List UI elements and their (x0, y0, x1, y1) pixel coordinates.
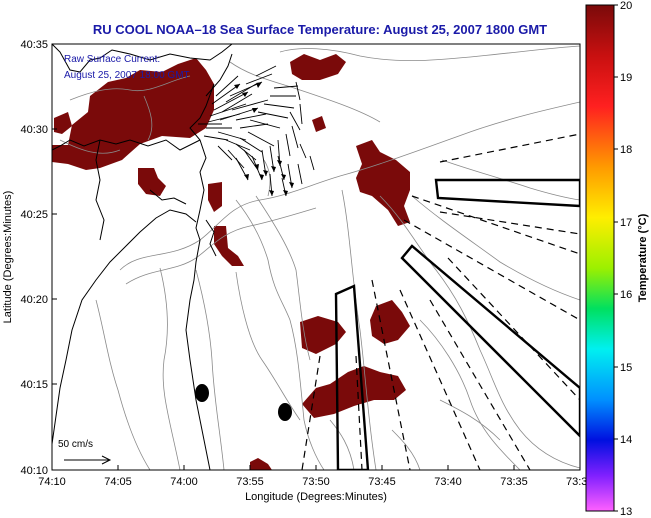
x-tick-label: 73:40 (434, 476, 462, 488)
sector-dashed-lines (301, 133, 580, 470)
x-axis-label: Longitude (Degrees:Minutes) (245, 491, 387, 503)
map-plot-area: 50 cm/s Raw Surface Current: August 25, … (52, 44, 580, 470)
colorbar-tick: 14 (620, 434, 632, 446)
coastline (52, 44, 233, 470)
x-tick-marks (51, 465, 515, 470)
sst-patches (52, 54, 410, 470)
station-dot-east (278, 403, 292, 421)
beam-polygons (334, 178, 580, 470)
colorbar-tick: 20 (620, 0, 632, 12)
colorbar-tick: 17 (620, 217, 632, 229)
x-tick-label: 73:50 (302, 476, 330, 488)
colorbar-tick: 15 (620, 362, 632, 374)
colorbar-tick: 18 (620, 144, 632, 156)
colorbar-label: Temperature (°C) (637, 213, 649, 302)
scale-label: 50 cm/s (58, 439, 93, 450)
x-tick-label: 73:35 (500, 476, 528, 488)
x-tick-label: 74:05 (104, 476, 132, 488)
current-legend-line1: Raw Surface Current: (64, 54, 160, 65)
y-tick-label: 40:35 (20, 39, 48, 51)
y-tick-label: 40:15 (20, 379, 48, 391)
y-tick-label: 40:30 (20, 124, 48, 136)
colorbar-tick: 13 (620, 506, 632, 518)
colorbar-tick: 19 (620, 72, 632, 84)
vector-arrowheads (234, 82, 294, 196)
x-tick-label: 73:45 (368, 476, 396, 488)
y-tick-marks (52, 43, 57, 471)
x-tick-label: 73:55 (236, 476, 264, 488)
station-dot-west (195, 384, 209, 402)
scale-arrow (64, 455, 112, 465)
x-tick-label: 73:3 (566, 476, 587, 488)
map-title: RU COOL NOAA–18 Sea Surface Temperature:… (92, 22, 548, 37)
current-legend-line2: August 25, 2007 18:00 GMT (64, 70, 190, 81)
y-tick-label: 40:10 (20, 465, 48, 477)
x-tick-label: 74:00 (170, 476, 198, 488)
x-tick-label: 74:10 (38, 476, 66, 488)
y-tick-label: 40:25 (20, 209, 48, 221)
colorbar-tick: 16 (620, 289, 632, 301)
x-tick-labels: 74:10 74:05 74:00 73:55 73:50 73:45 73:4… (38, 476, 587, 488)
y-tick-labels: 40:35 40:30 40:25 40:20 40:15 40:10 (20, 39, 48, 477)
y-axis-label: Latitude (Degrees:Minutes) (2, 191, 14, 324)
y-tick-label: 40:20 (20, 294, 48, 306)
colorbar: 20 19 18 17 16 15 14 13 Temperature (°C) (585, 0, 649, 518)
